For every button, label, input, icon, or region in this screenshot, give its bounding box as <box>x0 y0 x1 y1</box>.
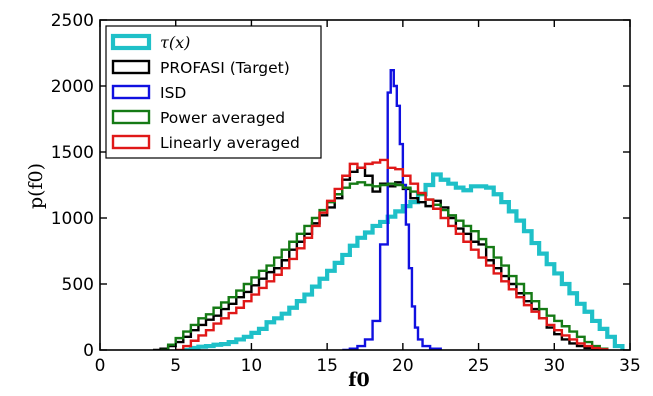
series-line-2 <box>342 68 442 350</box>
ticks-layer: 0 5 10 15 20 25 30 35 0 500 1000 1500 2000 2500 <box>51 11 641 376</box>
y-axis-label: p(f0) <box>25 163 47 209</box>
y-tick-label-4: 2000 <box>51 77 94 97</box>
legend-label-3: Power averaged <box>160 109 285 127</box>
series-line-4 <box>175 158 609 350</box>
y-tick-label-5: 2500 <box>51 11 94 31</box>
x-tick-label-2: 10 <box>241 356 263 376</box>
legend-swatch-2 <box>111 84 151 100</box>
series-layer <box>153 68 625 350</box>
series-line-3 <box>160 181 609 350</box>
x-tick-label-7: 35 <box>619 356 641 376</box>
legend-label-2: ISD <box>160 84 186 102</box>
legend: τ(x) PROFASI (Target) ISD Power averaged Lin… <box>105 25 322 159</box>
x-tick-label-4: 20 <box>392 356 414 376</box>
x-tick-label-6: 30 <box>543 356 565 376</box>
legend-entries: τ(x) PROFASI (Target) ISD Power averaged Lin… <box>110 33 300 152</box>
x-axis-label: f0 <box>348 369 369 391</box>
x-tick-label-3: 15 <box>316 356 338 376</box>
series-line-1 <box>153 166 601 350</box>
legend-label-4: Linearly averaged <box>160 134 300 152</box>
plot-frame <box>99 19 631 351</box>
y-tick-label-2: 1000 <box>51 209 94 229</box>
series-line-0 <box>183 172 625 350</box>
y-tick-label-1: 500 <box>62 275 94 295</box>
legend-swatch-0 <box>110 33 152 51</box>
legend-swatch-1 <box>111 59 151 75</box>
y-tick-label-0: 0 <box>83 341 94 361</box>
legend-swatch-3 <box>111 109 151 125</box>
x-tick-label-5: 25 <box>468 356 490 376</box>
legend-label-0: τ(x) <box>160 33 190 52</box>
legend-swatch-4 <box>111 134 151 150</box>
y-tick-label-3: 1500 <box>51 143 94 163</box>
x-tick-label-0: 0 <box>95 356 106 376</box>
legend-label-1: PROFASI (Target) <box>160 59 290 77</box>
x-tick-label-1: 5 <box>170 356 181 376</box>
